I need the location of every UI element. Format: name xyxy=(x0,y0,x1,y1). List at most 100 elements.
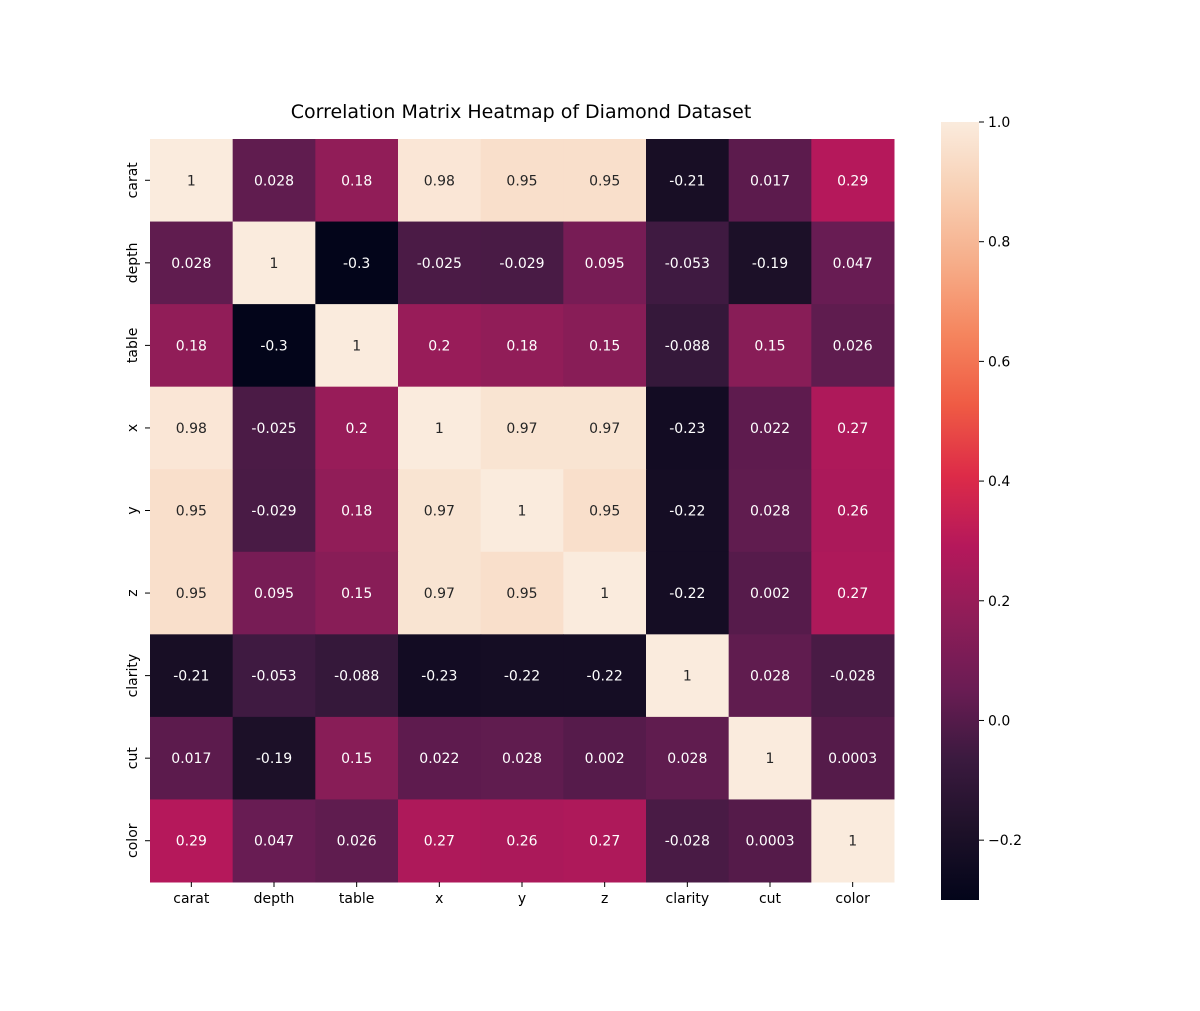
x-tick-label: y xyxy=(518,891,526,907)
cell-value-label: 0.017 xyxy=(171,751,211,767)
heatmap-cell xyxy=(563,469,647,553)
heatmap-cell xyxy=(480,551,564,635)
heatmap-cell xyxy=(232,799,316,883)
colorbar: −0.2 0.0 0.2 0.4 0.6 0.8 1.0 xyxy=(941,115,1022,900)
cell-value-label: 0.15 xyxy=(589,338,620,354)
heatmap-cell xyxy=(150,304,234,388)
cell-value-label: 0.095 xyxy=(585,256,625,272)
cell-value-label: 1 xyxy=(518,504,527,520)
cell-value-label: 0.95 xyxy=(176,586,207,602)
heatmap-cell xyxy=(232,469,316,553)
cell-value-label: 0.028 xyxy=(750,504,790,520)
cell-value-label: 0.18 xyxy=(341,504,372,520)
y-tick-label: y xyxy=(125,506,141,514)
cell-value-label: -0.029 xyxy=(251,504,296,520)
heatmap-cell xyxy=(150,139,234,223)
heatmap-cell xyxy=(811,469,895,553)
colorbar-tick-label: 1.0 xyxy=(988,115,1010,131)
cell-value-label: 0.29 xyxy=(176,834,207,850)
heatmap-cell xyxy=(728,551,812,635)
heatmap-cell xyxy=(646,221,730,305)
cell-value-label: -0.088 xyxy=(334,669,379,685)
heatmap-cell xyxy=(728,304,812,388)
y-tick-label: cut xyxy=(125,747,141,770)
y-tick-label: depth xyxy=(125,242,141,283)
colorbar-gradient xyxy=(941,122,979,900)
cell-value-label: 0.98 xyxy=(424,173,455,189)
cell-value-label: 0.18 xyxy=(341,173,372,189)
cell-value-label: 0.97 xyxy=(589,421,620,437)
cell-value-label: -0.22 xyxy=(504,669,540,685)
heatmap-cell xyxy=(232,304,316,388)
heatmap-cell xyxy=(315,634,399,718)
cell-value-label: -0.23 xyxy=(669,421,705,437)
heatmap-cell xyxy=(728,799,812,883)
cell-value-label: 1 xyxy=(352,338,361,354)
cell-value-label: 0.028 xyxy=(667,751,707,767)
colorbar-tick-label: −0.2 xyxy=(988,833,1022,849)
y-tick-label: clarity xyxy=(125,654,141,698)
cell-value-label: 0.27 xyxy=(589,834,620,850)
cell-value-label: 0.15 xyxy=(754,338,785,354)
cell-value-label: -0.025 xyxy=(251,421,296,437)
heatmap-cell xyxy=(563,304,647,388)
heatmap-cell xyxy=(811,634,895,718)
y-tick-label: carat xyxy=(125,162,141,199)
x-tick-label: color xyxy=(835,891,870,907)
cell-value-label: -0.23 xyxy=(421,669,457,685)
cell-value-label: 0.97 xyxy=(506,421,537,437)
cell-value-label: 0.95 xyxy=(506,586,537,602)
heatmap-cell xyxy=(150,551,234,635)
cell-value-label: 0.18 xyxy=(506,338,537,354)
cell-value-label: 0.95 xyxy=(589,504,620,520)
heatmap-cell xyxy=(150,386,234,470)
cell-value-label: 0.97 xyxy=(424,586,455,602)
heatmap-cell xyxy=(232,634,316,718)
cell-value-label: 0.95 xyxy=(506,173,537,189)
cell-value-label: 0.047 xyxy=(254,834,294,850)
cell-value-label: -0.028 xyxy=(665,834,710,850)
heatmap-cell xyxy=(811,139,895,223)
heatmap-cell xyxy=(811,799,895,883)
cell-value-label: 0.2 xyxy=(346,421,368,437)
cell-value-label: -0.025 xyxy=(417,256,462,272)
x-tick-label: z xyxy=(601,891,608,907)
heatmap-cell xyxy=(150,799,234,883)
cell-value-label: -0.088 xyxy=(665,338,710,354)
x-tick-label: x xyxy=(435,891,443,907)
heatmap-cell xyxy=(315,551,399,635)
y-axis-labels: carat depth table x y z clarity cut color xyxy=(125,162,150,858)
heatmap-cell xyxy=(398,304,482,388)
cell-value-label: 0.0003 xyxy=(746,834,795,850)
cell-value-label: 0.022 xyxy=(419,751,459,767)
heatmap-cell xyxy=(150,634,234,718)
cell-value-label: 1 xyxy=(766,751,775,767)
heatmap-cell xyxy=(232,716,316,800)
x-tick-label: carat xyxy=(173,891,210,907)
heatmap-cell xyxy=(728,716,812,800)
cell-value-label: 0.002 xyxy=(750,586,790,602)
heatmap-cell xyxy=(480,221,564,305)
cell-value-label: 0.095 xyxy=(254,586,294,602)
heatmap-cell xyxy=(315,304,399,388)
heatmap-cell xyxy=(811,716,895,800)
cell-value-label: 0.27 xyxy=(837,586,868,602)
colorbar-tick-label: 0.0 xyxy=(988,713,1010,729)
heatmap-cell xyxy=(646,386,730,470)
heatmap-cell xyxy=(728,221,812,305)
cell-value-label: 1 xyxy=(600,586,609,602)
cell-value-label: 1 xyxy=(435,421,444,437)
heatmap-cell xyxy=(563,634,647,718)
y-tick-label: color xyxy=(125,823,141,858)
chart-title: Correlation Matrix Heatmap of Diamond Da… xyxy=(291,101,752,123)
cell-value-label: 1 xyxy=(187,173,196,189)
cell-value-label: -0.19 xyxy=(752,256,788,272)
cell-value-label: 0.26 xyxy=(506,834,537,850)
cell-value-label: 0.026 xyxy=(833,338,873,354)
x-tick-label: table xyxy=(339,891,374,907)
heatmap-cell xyxy=(398,386,482,470)
cell-value-label: 0.022 xyxy=(750,421,790,437)
heatmap-cell xyxy=(646,716,730,800)
heatmap-cell xyxy=(646,304,730,388)
